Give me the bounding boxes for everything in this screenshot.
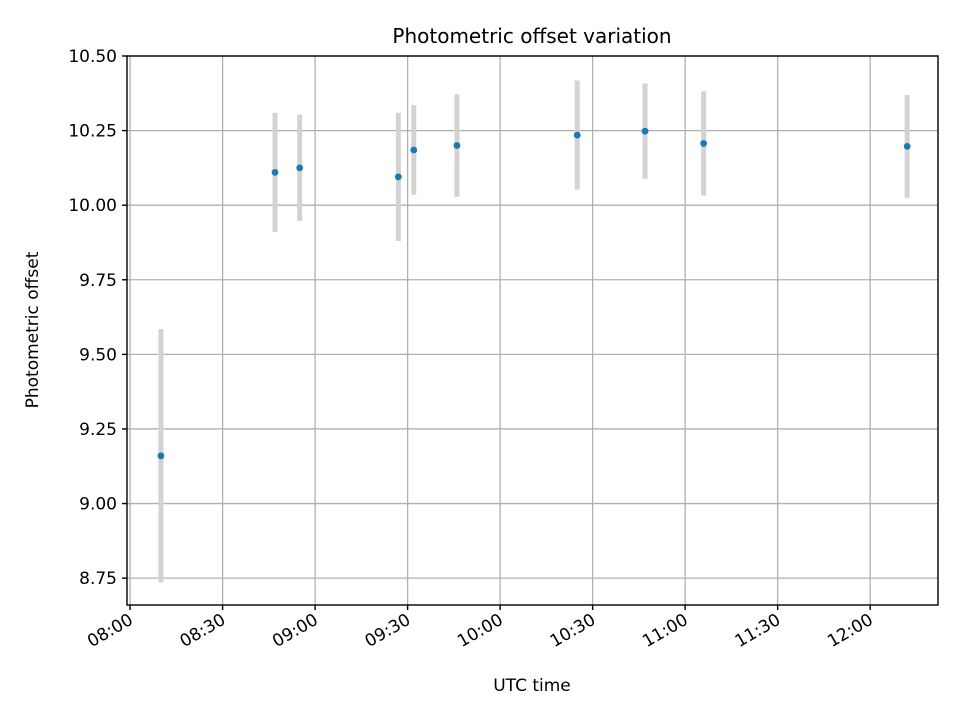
chart-title: Photometric offset variation [392, 24, 671, 48]
data-points [157, 127, 911, 460]
data-point [903, 143, 911, 150]
data-point [157, 452, 165, 460]
y-axis-label: Photometric offset [23, 251, 43, 408]
data-point [453, 142, 461, 149]
y-tick-label: 10.00 [68, 196, 117, 216]
data-point [641, 127, 649, 135]
x-axis-label: UTC time [493, 676, 571, 696]
y-tick-label: 10.50 [68, 47, 117, 67]
plot-frame [126, 55, 939, 606]
y-tick-label: 8.75 [79, 569, 117, 589]
data-point [573, 131, 581, 139]
data-point [296, 164, 304, 172]
y-tick-label: 9.75 [79, 271, 117, 291]
y-tick-label: 9.00 [79, 495, 117, 515]
data-point [271, 168, 279, 176]
y-tick-label: 10.25 [68, 122, 117, 142]
y-axis-ticks: 8.75 9.00 9.25 9.50 9.75 10.00 10.25 10.50 [68, 47, 127, 589]
data-point [700, 140, 708, 147]
data-point [410, 146, 418, 154]
y-tick-label: 9.25 [79, 420, 117, 440]
y-tick-label: 9.50 [79, 345, 117, 365]
data-point [394, 173, 402, 181]
